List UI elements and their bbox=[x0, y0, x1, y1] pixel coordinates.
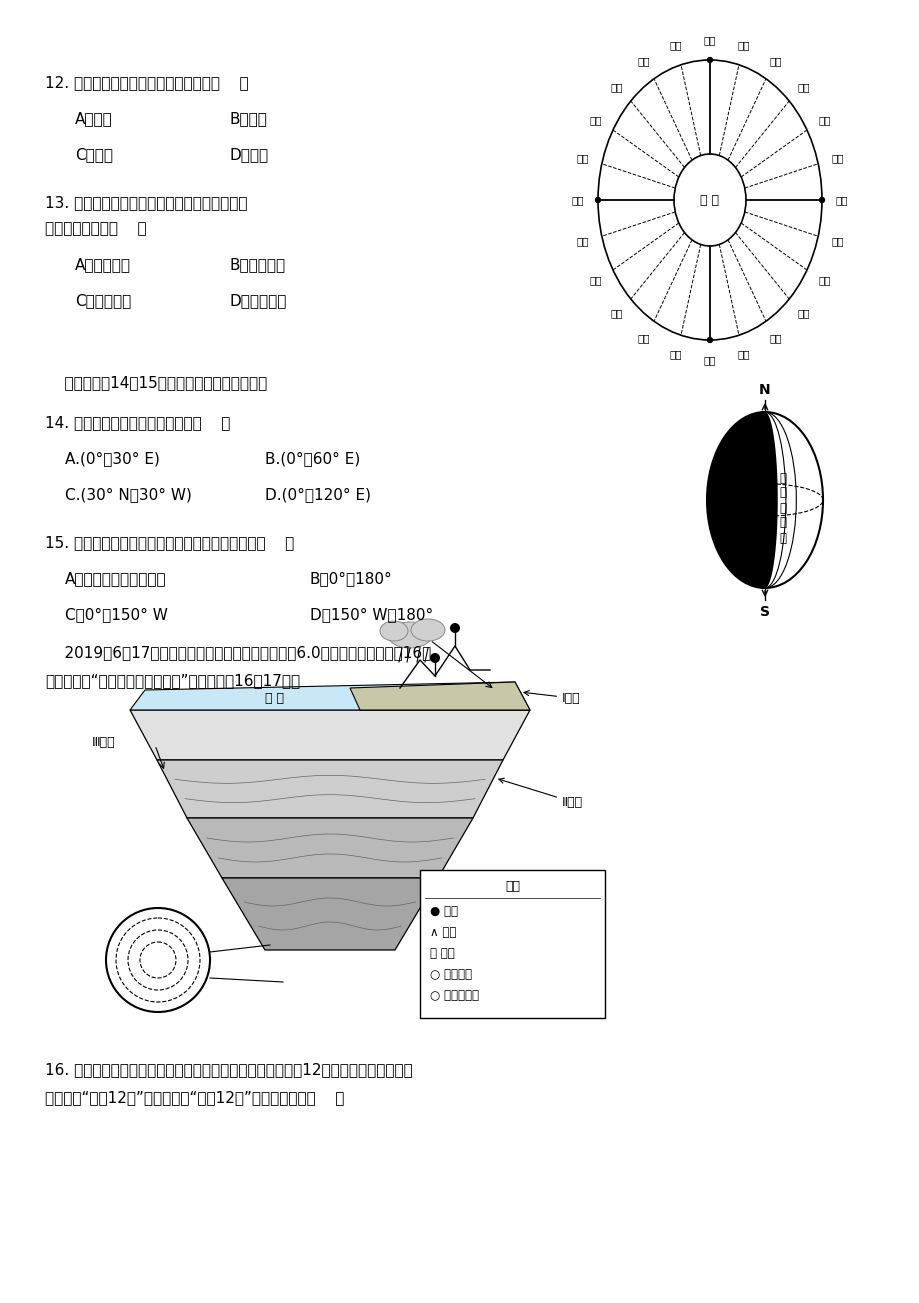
Circle shape bbox=[707, 57, 711, 63]
Text: A．日界线，本初子午线: A．日界线，本初子午线 bbox=[65, 571, 166, 586]
Text: Ⅰ圈层: Ⅰ圈层 bbox=[524, 691, 580, 705]
Text: N: N bbox=[758, 383, 770, 397]
Polygon shape bbox=[157, 760, 503, 818]
Polygon shape bbox=[349, 681, 529, 710]
Text: A.(0°，30° E): A.(0°，30° E) bbox=[65, 451, 160, 466]
Circle shape bbox=[819, 198, 823, 202]
Polygon shape bbox=[187, 818, 472, 878]
Text: 春分: 春分 bbox=[703, 354, 716, 365]
Text: 午: 午 bbox=[778, 516, 786, 529]
Circle shape bbox=[106, 908, 210, 1012]
Text: 线: 线 bbox=[778, 532, 786, 545]
Text: 小寒: 小寒 bbox=[831, 236, 843, 246]
Text: 立冬: 立冬 bbox=[796, 82, 809, 93]
Text: 13. 从含义上，可以对二十四节气进行归类，其: 13. 从含义上，可以对二十四节气进行归类，其 bbox=[45, 195, 247, 210]
Text: 秋分: 秋分 bbox=[703, 35, 716, 46]
Text: 冬至: 冬至 bbox=[834, 195, 847, 205]
Text: 子: 子 bbox=[778, 502, 786, 515]
Text: ○ 古登堡界面: ○ 古登堡界面 bbox=[429, 989, 479, 1002]
Text: 本: 本 bbox=[778, 472, 786, 485]
Polygon shape bbox=[130, 681, 529, 710]
Text: ● 树木: ● 树木 bbox=[429, 906, 458, 919]
Text: ○ 莫霍界面: ○ 莫霍界面 bbox=[429, 968, 471, 981]
Text: 大暑: 大暑 bbox=[589, 115, 601, 125]
Text: B．水热状况: B．水热状况 bbox=[230, 257, 286, 272]
Text: 立春: 立春 bbox=[796, 308, 809, 318]
Text: 米。如图为“地球圈层结构示意图”。据此完成16～17题。: 米。如图为“地球圈层结构示意图”。据此完成16～17题。 bbox=[45, 674, 300, 688]
Text: A．大雪: A．大雪 bbox=[75, 111, 113, 126]
Text: 白露: 白露 bbox=[669, 40, 681, 51]
Text: 霜降: 霜降 bbox=[769, 56, 781, 66]
Polygon shape bbox=[130, 710, 529, 760]
Text: 雨水: 雨水 bbox=[769, 334, 781, 344]
Text: S: S bbox=[759, 605, 769, 619]
Text: 14. 此时太阳直射点的地理坐标是（    ）: 14. 此时太阳直射点的地理坐标是（ ） bbox=[45, 414, 230, 430]
Text: Ⅱ圈层: Ⅱ圈层 bbox=[498, 778, 583, 808]
Text: ～ 河流: ～ 河流 bbox=[429, 947, 454, 960]
Text: 小满: 小满 bbox=[589, 275, 601, 285]
Text: D．作物长势: D．作物长势 bbox=[230, 293, 287, 308]
Ellipse shape bbox=[380, 622, 407, 641]
Text: 初: 初 bbox=[778, 486, 786, 499]
Text: 图例: 图例 bbox=[505, 880, 519, 893]
Text: D.(0°，120° E): D.(0°，120° E) bbox=[265, 487, 370, 502]
Text: C．0°，150° W: C．0°，150° W bbox=[65, 607, 167, 622]
Text: Ⅳ圈层: Ⅳ圈层 bbox=[487, 894, 514, 907]
Text: D．150° W，180°: D．150° W，180° bbox=[310, 607, 433, 622]
Text: B．0°，180°: B．0°，180° bbox=[310, 571, 392, 586]
FancyBboxPatch shape bbox=[420, 870, 605, 1018]
Circle shape bbox=[449, 623, 460, 633]
Text: C．小暑: C．小暑 bbox=[75, 147, 113, 162]
Text: C.(30° N，30° W): C.(30° N，30° W) bbox=[65, 487, 192, 502]
Text: D．大暑: D．大暑 bbox=[230, 147, 269, 162]
Text: 清明: 清明 bbox=[669, 349, 681, 360]
Circle shape bbox=[707, 337, 711, 343]
Ellipse shape bbox=[388, 622, 432, 648]
Text: 读下图完成14～15题（阴影部分表示黑夜）。: 读下图完成14～15题（阴影部分表示黑夜）。 bbox=[45, 375, 267, 390]
Text: 寒露: 寒露 bbox=[737, 40, 750, 51]
Text: Ⅲ圈层: Ⅲ圈层 bbox=[92, 735, 116, 748]
Text: 芒种: 芒种 bbox=[575, 236, 588, 246]
Text: 太 阳: 太 阳 bbox=[699, 194, 719, 206]
Text: 小雪: 小雪 bbox=[817, 115, 830, 125]
Text: 处暑: 处暑 bbox=[637, 56, 650, 66]
Text: 15. 此时有两条经线两侧日期不同，这两条经线是（    ）: 15. 此时有两条经线两侧日期不同，这两条经线是（ ） bbox=[45, 536, 294, 550]
Text: 2019年6月17日，四川省南部宜宾市的长宁县发生6.0级地震，震源深度为16千: 2019年6月17日，四川省南部宜宾市的长宁县发生6.0级地震，震源深度为16千 bbox=[45, 645, 431, 661]
Circle shape bbox=[429, 653, 439, 663]
Text: C．物候现象: C．物候现象 bbox=[75, 293, 131, 308]
Ellipse shape bbox=[411, 619, 445, 641]
Text: 中惊蛰反映的是（    ）: 中惊蛰反映的是（ ） bbox=[45, 222, 146, 236]
Text: 谷雨: 谷雨 bbox=[637, 334, 650, 344]
Text: 16. 地震发生以后，建筑物并不会马上倒塔，一般都要间隔约12秒，这就是地震救援领: 16. 地震发生以后，建筑物并不会马上倒塔，一般都要间隔约12秒，这就是地震救援… bbox=[45, 1062, 413, 1078]
Polygon shape bbox=[706, 412, 777, 588]
Text: 大寒: 大寒 bbox=[817, 275, 830, 285]
Text: 立夏: 立夏 bbox=[609, 308, 622, 318]
Text: 惊蛰: 惊蛰 bbox=[737, 349, 750, 360]
Text: 夏至: 夏至 bbox=[571, 195, 584, 205]
Text: 小暑: 小暑 bbox=[575, 154, 588, 164]
Text: ∧ 山地: ∧ 山地 bbox=[429, 926, 456, 939]
Text: 12. 在二十四节气中最临近近日点的是（    ）: 12. 在二十四节气中最临近近日点的是（ ） bbox=[45, 76, 248, 90]
Polygon shape bbox=[221, 878, 437, 950]
Text: B．小寒: B．小寒 bbox=[230, 111, 267, 126]
Text: A．季节变化: A．季节变化 bbox=[75, 257, 130, 272]
Text: B.(0°，60° E): B.(0°，60° E) bbox=[265, 451, 360, 466]
Text: 立秋: 立秋 bbox=[609, 82, 622, 93]
Circle shape bbox=[595, 198, 600, 202]
Text: 大雪: 大雪 bbox=[831, 154, 843, 164]
Text: 域所说的“黄金12秒”。据此推断“黄金12秒”确定的依据是（    ）: 域所说的“黄金12秒”。据此推断“黄金12秒”确定的依据是（ ） bbox=[45, 1091, 344, 1105]
Text: 海 洋: 海 洋 bbox=[266, 692, 284, 705]
